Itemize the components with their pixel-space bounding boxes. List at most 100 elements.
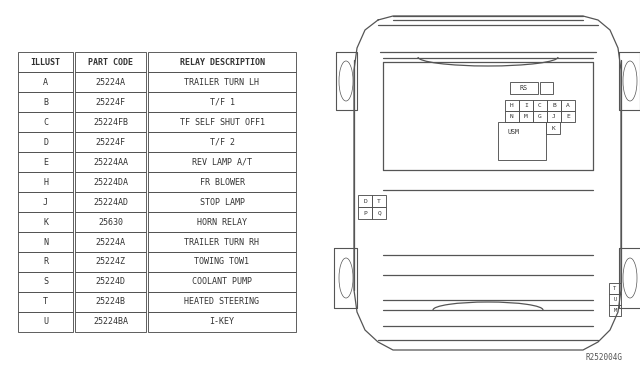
Text: U: U (613, 297, 616, 302)
Text: U: U (43, 317, 48, 327)
Text: T: T (377, 199, 381, 203)
Bar (148, 292, 296, 312)
Text: B: B (552, 103, 556, 108)
Bar (18, 92, 73, 112)
Text: TF SELF SHUT OFF1: TF SELF SHUT OFF1 (179, 118, 264, 126)
Text: 25224Z: 25224Z (95, 257, 125, 266)
Bar (609, 294, 621, 305)
Text: 25224F: 25224F (95, 138, 125, 147)
Bar (498, 122, 546, 160)
Text: 25224AD: 25224AD (93, 198, 128, 206)
Text: K: K (43, 218, 48, 227)
Bar (148, 132, 296, 152)
Bar (561, 111, 575, 122)
Text: T/F 2: T/F 2 (209, 138, 234, 147)
Text: TRAILER TURN LH: TRAILER TURN LH (184, 77, 259, 87)
Bar (18, 52, 73, 72)
Bar (148, 72, 296, 92)
Bar (546, 122, 560, 134)
Bar (148, 272, 296, 292)
Text: RELAY DESCRIPTION: RELAY DESCRIPTION (179, 58, 264, 67)
Bar (609, 283, 621, 294)
Bar (148, 172, 296, 192)
Bar (75, 252, 146, 272)
Bar (75, 212, 146, 232)
Bar (18, 172, 73, 192)
Text: 25224B: 25224B (95, 298, 125, 307)
Bar (18, 132, 73, 152)
Bar (75, 312, 146, 332)
Text: 25224FB: 25224FB (93, 118, 128, 126)
Text: TOWING TOW1: TOWING TOW1 (195, 257, 250, 266)
Text: 25630: 25630 (98, 218, 123, 227)
Text: RS: RS (520, 85, 528, 91)
Text: COOLANT PUMP: COOLANT PUMP (192, 278, 252, 286)
Text: FR BLOWER: FR BLOWER (200, 177, 244, 186)
Text: D: D (363, 199, 367, 203)
Bar (547, 111, 561, 122)
Text: B: B (43, 97, 48, 106)
Text: E: E (43, 157, 48, 167)
Bar (372, 207, 386, 219)
Text: 25224BA: 25224BA (93, 317, 128, 327)
Text: 25224F: 25224F (95, 97, 125, 106)
Bar (148, 192, 296, 212)
Text: TRAILER TURN RH: TRAILER TURN RH (184, 237, 259, 247)
Bar (75, 112, 146, 132)
Bar (75, 172, 146, 192)
Text: A: A (43, 77, 48, 87)
Text: A: A (566, 103, 570, 108)
Bar (561, 100, 575, 111)
Bar (358, 207, 372, 219)
Text: 25224AA: 25224AA (93, 157, 128, 167)
Bar (148, 112, 296, 132)
Bar (358, 195, 372, 207)
Bar (75, 132, 146, 152)
Bar (18, 252, 73, 272)
Bar (533, 100, 547, 111)
Text: N: N (510, 114, 514, 119)
Bar (75, 92, 146, 112)
Bar (372, 195, 386, 207)
Bar (18, 212, 73, 232)
Bar (75, 232, 146, 252)
Text: C: C (43, 118, 48, 126)
Bar (18, 312, 73, 332)
Bar (148, 212, 296, 232)
Text: G: G (538, 114, 542, 119)
Text: K: K (551, 125, 555, 131)
Text: HORN RELAY: HORN RELAY (197, 218, 247, 227)
Text: 25224A: 25224A (95, 77, 125, 87)
Bar (75, 152, 146, 172)
Bar (75, 272, 146, 292)
Text: H: H (510, 103, 514, 108)
Text: 25224DA: 25224DA (93, 177, 128, 186)
Bar (148, 52, 296, 72)
Bar (148, 312, 296, 332)
Text: N: N (43, 237, 48, 247)
Text: T: T (613, 286, 616, 291)
Text: I: I (524, 103, 528, 108)
Bar (18, 112, 73, 132)
Bar (75, 292, 146, 312)
Text: R252004G: R252004G (585, 353, 622, 362)
Text: M: M (524, 114, 528, 119)
Text: M: M (613, 308, 616, 313)
Text: J: J (43, 198, 48, 206)
Text: R: R (43, 257, 48, 266)
Bar (75, 192, 146, 212)
Bar (519, 100, 533, 111)
Bar (148, 92, 296, 112)
Text: P: P (363, 211, 367, 215)
Bar (510, 82, 538, 94)
Bar (18, 72, 73, 92)
Text: E: E (566, 114, 570, 119)
Text: PART CODE: PART CODE (88, 58, 133, 67)
Bar (148, 152, 296, 172)
Bar (148, 232, 296, 252)
Bar (505, 100, 519, 111)
Bar (75, 52, 146, 72)
Text: ILLUST: ILLUST (31, 58, 61, 67)
Text: H: H (43, 177, 48, 186)
Text: D: D (43, 138, 48, 147)
